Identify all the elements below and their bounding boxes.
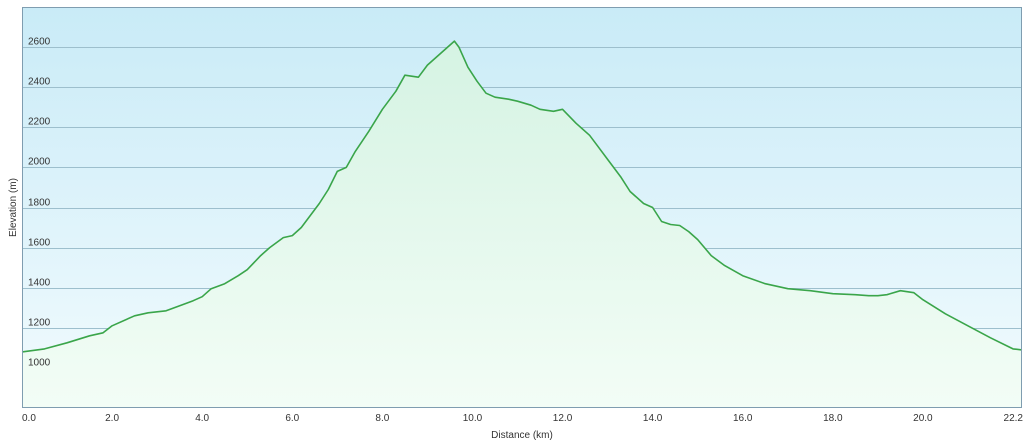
elevation-line bbox=[21, 40, 1023, 353]
y-tick-label: 1200 bbox=[28, 318, 51, 329]
x-tick-label: 2.0 bbox=[105, 413, 119, 424]
x-tick-label: 20.0 bbox=[913, 413, 933, 424]
y-tick-label: 1800 bbox=[28, 198, 51, 209]
x-tick-label: 16.0 bbox=[733, 413, 753, 424]
y-tick-label: 1400 bbox=[28, 278, 51, 289]
x-axis-title: Distance (km) bbox=[491, 430, 553, 441]
y-tick-label: 2400 bbox=[28, 77, 51, 88]
x-tick-label: 0.0 bbox=[22, 413, 36, 424]
x-tick-label: 8.0 bbox=[375, 413, 389, 424]
x-axis-ticks: 0.0 2.0 4.0 6.0 8.0 10.0 12.0 14.0 16.0 18.0 20.0 2… bbox=[22, 413, 1023, 424]
elevation-area-fill bbox=[22, 41, 1022, 408]
x-tick-label: 14.0 bbox=[643, 413, 663, 424]
y-tick-label: 1000 bbox=[28, 358, 51, 369]
x-tick-label: 10.0 bbox=[463, 413, 483, 424]
plot-border bbox=[22, 7, 1022, 408]
y-tick-label: 2200 bbox=[28, 117, 51, 128]
y-axis-ticks: 1000 1200 1400 1600 1800 2000 2200 2400 2600 bbox=[28, 37, 51, 369]
x-tick-label: 22.2 bbox=[1004, 413, 1024, 424]
y-axis-title: Elevation (m) bbox=[8, 178, 19, 237]
y-tick-label: 2000 bbox=[28, 157, 51, 168]
y-tick-label: 2600 bbox=[28, 37, 51, 48]
y-tick-label: 1600 bbox=[28, 238, 51, 249]
x-tick-label: 18.0 bbox=[823, 413, 843, 424]
x-tick-label: 12.0 bbox=[553, 413, 573, 424]
x-tick-label: 6.0 bbox=[285, 413, 299, 424]
x-tick-label: 4.0 bbox=[195, 413, 209, 424]
